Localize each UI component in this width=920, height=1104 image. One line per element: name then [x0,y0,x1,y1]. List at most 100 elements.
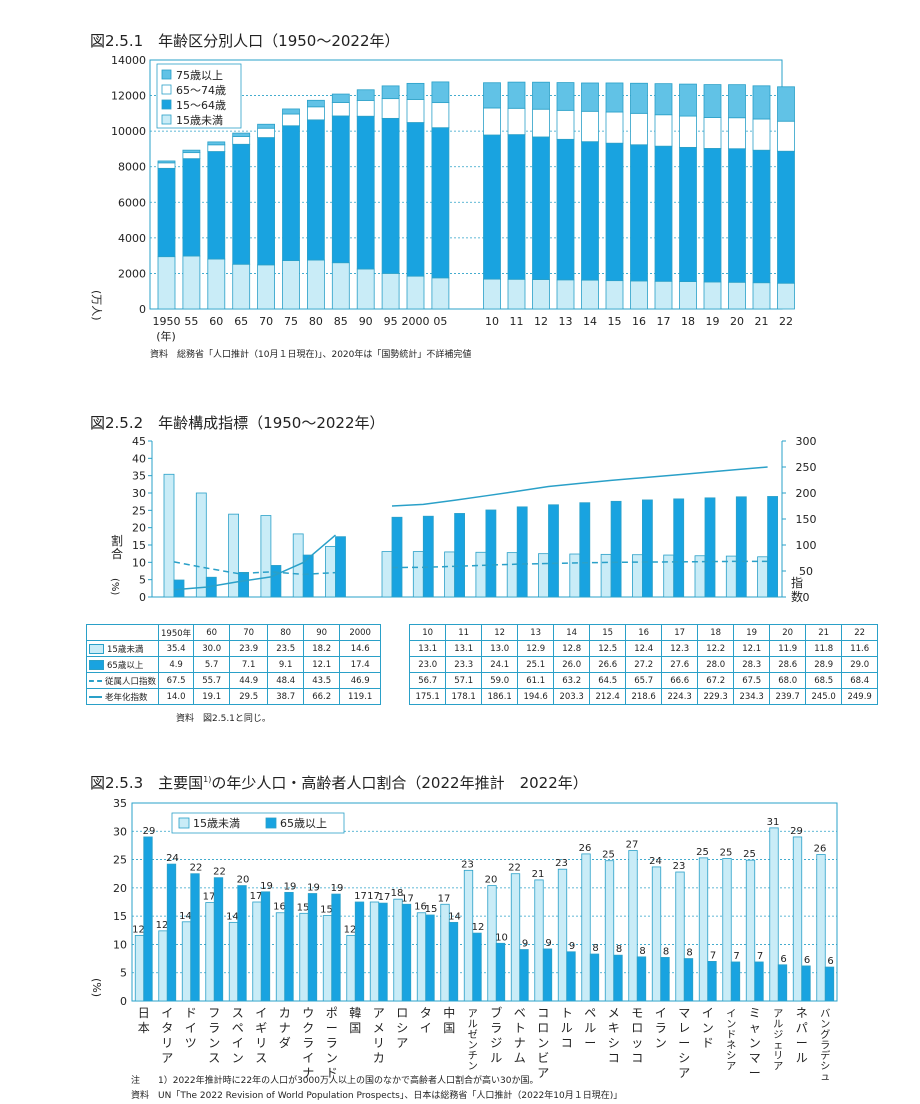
fig3-data-label-under15: 17 [250,891,263,902]
fig1-ytick-label: 10000 [111,125,146,138]
fig1-legend-swatch [161,84,172,95]
fig3-legend-swatch [178,817,190,829]
fig1-bar-75plus [752,85,771,120]
fig2-bar-65plus [673,498,685,598]
fig3-bar-under15 [322,915,333,1002]
fig3-ytick-label: 0 [120,995,127,1008]
fig1-legend-swatch [161,99,172,110]
fig3-data-label-under15: 25 [602,850,615,861]
fig1-ytick-label: 4000 [118,232,146,245]
fig2-ytick-right-label: 50 [799,565,813,578]
fig3-data-label-65plus: 9 [545,938,551,949]
fig3-bar-under15 [581,853,591,1002]
fig2-ytick-right-label: 200 [796,487,817,500]
fig3-data-label-under15: 23 [461,859,474,870]
fig2-chart: 0 5 10 15 20 25 30 35 40 45 0 50 100 150 200 250 300 割合 (%… [109,435,817,604]
fig1-xtick-label: 10 [485,315,499,328]
fig3-bar-65plus [754,961,764,1002]
fig3-bar-under15 [134,934,145,1002]
table-cell: 14.0 [158,688,195,705]
fig2-ytick-left-label: 20 [132,522,146,535]
fig1-ytick-label: 0 [139,303,146,316]
fig3-title: 図2.5.3 主要国1)の年少人口・高齢者人口割合（2022年推計 2022年） [90,772,588,793]
fig3-data-label-65plus: 19 [307,883,320,894]
fig3-chart: 0 5 10 15 20 25 30 35 (%) 12 29 日本 12 24 イタリア 14 22 ドイツ 17… [90,797,838,1083]
fig3-bar-under15 [628,850,638,1002]
fig3-legend-swatch [265,817,277,829]
fig3-data-label-under15: 18 [391,888,404,899]
fig3-category-label: トルコ [561,1006,573,1050]
fig3-data-label-65plus: 8 [686,948,692,959]
fig1-xtick-label: 80 [309,315,323,328]
fig3-bar-65plus [589,953,600,1002]
fig3-data-label-65plus: 14 [448,911,461,922]
fig3-data-label-65plus: 7 [757,951,763,962]
fig3-category-label: マレーシア [678,1006,690,1080]
fig2-right-axis-title-char: 指 [791,575,803,590]
fig3-category-label: ベトナム [514,1006,526,1065]
fig2-ytick-left-label: 35 [132,470,146,483]
fig3-category-label: フランス [208,1006,220,1065]
fig3-data-label-65plus: 9 [522,939,528,950]
table-cell: 19.1 [193,688,231,705]
fig1-bar-75plus [507,81,526,109]
fig3-legend: 15歳未満 65歳以上 [171,812,345,834]
fig1-xtick-label: 18 [681,315,695,328]
fig3-bar-under15 [510,873,521,1002]
fig3-data-label-65plus: 8 [639,946,645,957]
fig3-data-label-65plus: 7 [710,950,716,961]
fig1-bar-75plus [556,82,575,111]
fig2-ytick-left-label: 5 [139,574,146,587]
fig1-ylabel: (万人) [90,290,103,321]
fig3-data-label-under15: 29 [790,826,803,837]
fig3-bar-65plus [472,932,482,1002]
table-row-label: 65歳以上 [85,656,160,673]
fig3-bar-65plus [354,901,365,1002]
fig2-ytick-left-label: 25 [132,504,146,517]
fig2-ytick-right-label: 150 [796,513,817,526]
table-cell: 66.2 [303,688,341,705]
fig3-bar-65plus [613,954,623,1002]
fig3-bar-under15 [158,930,168,1002]
fig3-category-label: スペイン [232,1006,244,1065]
fig1-bar-75plus [581,82,599,112]
table-cell: 119.1 [339,688,382,705]
fig3-bar-under15 [416,912,427,1002]
fig3-data-label-under15: 17 [438,893,451,904]
fig3-data-label-65plus: 20 [237,875,250,886]
fig1-bar-75plus [257,123,276,129]
fig3-data-label-65plus: 15 [425,904,438,915]
fig3-data-label-65plus: 17 [378,892,391,903]
fig2-line-dependency [391,560,768,569]
fig2-ytick-left-label: 40 [132,452,146,465]
fig1-ytick-label: 6000 [118,196,146,209]
fig3-data-label-under15: 31 [767,817,780,828]
table-cell: 249.9 [841,688,879,705]
fig1-xtick-label: 65 [234,315,248,328]
fig1-bar-75plus [483,82,501,109]
table-row-label-text: 15歳未満 [107,644,144,655]
fig3-data-label-under15: 26 [814,843,827,854]
fig3-bar-65plus [401,903,412,1002]
fig3-data-label-under15: 15 [297,902,310,913]
fig3-category-label: ブラジル [490,1005,502,1065]
fig2-bar-65plus [270,565,282,598]
fig3-bar-under15 [299,912,309,1002]
fig2-bar-65plus [642,499,653,598]
fig3-bar-under15 [393,898,403,1002]
fig3-category-label: ロシア [396,1006,408,1050]
fig1-bar-75plus [356,89,375,101]
fig3-bar-65plus [824,966,835,1002]
fig3-ytick-label: 15 [113,910,127,923]
fig2-bar-under15 [195,492,207,598]
fig3-ytick-label: 25 [113,854,127,867]
fig3-title-rest: の年少人口・高齢者人口割合（2022年推計 2022年） [211,774,588,792]
fig1-bar-75plus [331,93,350,103]
fig3-data-label-65plus: 24 [166,853,179,864]
fig3-ylabel: (%) [90,978,103,997]
fig3-bar-65plus [190,873,200,1002]
table-row: 老年化指数 14.0 19.1 29.5 38.7 66.2 119.1 175.1 178.1… [85,688,879,705]
fig3-data-label-under15: 17 [203,892,216,903]
fig1-xtick-label: 95 [384,315,398,328]
fig3-category-label: イタリア [161,1006,173,1065]
